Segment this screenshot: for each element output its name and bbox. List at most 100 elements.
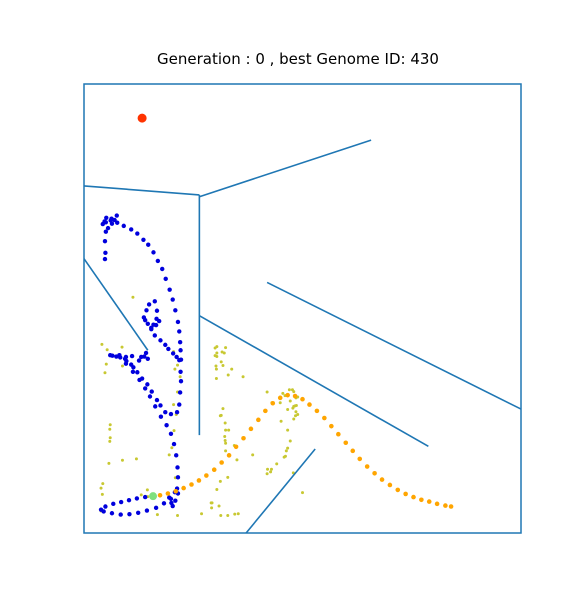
population-point [167, 495, 172, 500]
best-path-point [277, 395, 283, 401]
population-point [149, 325, 154, 331]
sensor-point [294, 403, 298, 407]
population-point [114, 213, 119, 218]
population-point [141, 237, 146, 243]
sensor-point [213, 354, 217, 358]
population-point [174, 354, 179, 360]
population-point [166, 346, 171, 352]
population-point [142, 386, 148, 391]
population-point [118, 512, 123, 517]
sensor-point [101, 482, 105, 486]
population-point [103, 229, 109, 234]
sensor-point [278, 401, 282, 405]
population-point [101, 509, 106, 514]
population-point [103, 220, 109, 225]
sensor-point [218, 479, 222, 483]
sensor-point [294, 410, 298, 414]
sensor-point [279, 419, 283, 423]
population-point [173, 498, 178, 503]
population-point [174, 453, 179, 458]
sensor-point [214, 364, 218, 368]
best-path-point [322, 415, 327, 421]
population-point [129, 353, 135, 359]
maze-wall [199, 139, 372, 198]
population-point [154, 308, 160, 313]
population-point [145, 382, 150, 387]
best-path-point [336, 431, 341, 437]
sensor-point [131, 295, 135, 299]
sensor-point [286, 446, 290, 450]
sensor-point [224, 346, 228, 350]
sensor-point [224, 441, 228, 445]
population-point [143, 350, 149, 356]
best-path-point [443, 503, 448, 508]
sensor-point [265, 390, 269, 394]
population-point [156, 318, 162, 324]
population-point [158, 338, 163, 343]
sensor-point [283, 454, 287, 458]
population-point [102, 238, 108, 244]
sensor-point [173, 367, 177, 371]
sensor-point [172, 429, 176, 433]
sensor-point [221, 364, 225, 368]
population-point [152, 333, 157, 338]
population-point [153, 322, 159, 328]
population-point [135, 231, 140, 236]
population-point [175, 319, 181, 325]
sensor-point [214, 367, 218, 371]
population-point [160, 266, 165, 272]
population-point [127, 511, 132, 517]
best-path-point [181, 485, 186, 491]
sensor-point [223, 421, 227, 425]
best-path-point [350, 448, 356, 454]
best-path-point [292, 393, 298, 399]
sensor-point [170, 446, 174, 450]
sensor-point [105, 348, 109, 352]
best-path-point [379, 477, 385, 482]
population-point [118, 499, 124, 505]
best-path-point [395, 487, 401, 493]
best-path-point [173, 488, 179, 494]
best-path-point [189, 482, 194, 487]
population-point [104, 215, 109, 221]
sensor-point [301, 491, 304, 495]
sensor-point [104, 362, 108, 366]
population-point [139, 376, 145, 381]
population-point [130, 369, 136, 375]
sensor-point [217, 504, 221, 508]
chart-title: Generation : 0 , best Genome ID: 430 [157, 50, 439, 68]
population-point [175, 475, 181, 480]
population-point [103, 504, 108, 509]
population-point [153, 505, 159, 511]
population-point [177, 329, 182, 334]
population-point [124, 358, 129, 364]
sensor-point [155, 513, 159, 517]
maze-wall [83, 185, 200, 196]
population-point [145, 321, 151, 326]
population-point [102, 256, 108, 262]
sensor-point [107, 461, 111, 465]
best-path-point [426, 499, 432, 504]
population-point [175, 465, 180, 470]
population-point [177, 390, 183, 395]
sensor-point [176, 363, 180, 367]
population-point [178, 348, 183, 353]
best-path-point [314, 408, 320, 414]
sensor-point [226, 373, 230, 377]
best-path-point [343, 440, 349, 446]
sensor-point [227, 428, 231, 432]
sensor-point [287, 388, 291, 392]
sensor-point [215, 345, 219, 349]
population-point [136, 358, 142, 363]
best-path-point [372, 470, 377, 476]
sensor-point [134, 457, 138, 461]
population-point [114, 354, 119, 359]
population-point [171, 441, 177, 447]
sensor-point [291, 406, 295, 410]
sensor-point [178, 375, 182, 379]
sensor-point [241, 375, 245, 379]
sensor-point [284, 449, 288, 453]
best-path-point [263, 408, 268, 414]
population-point [161, 501, 167, 506]
population-point [178, 379, 184, 384]
